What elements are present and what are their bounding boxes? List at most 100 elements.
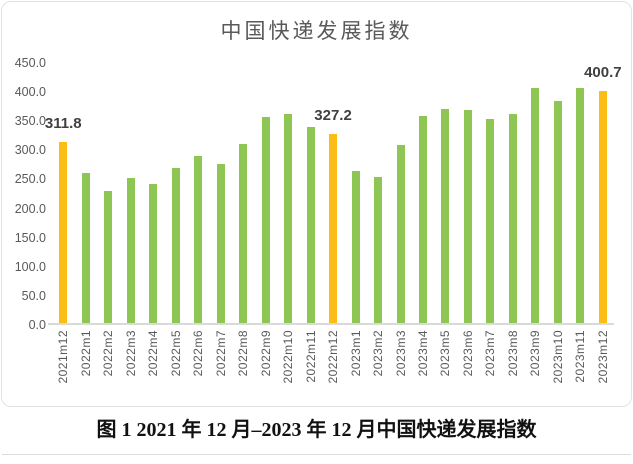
x-tick-cell: 2022m10 [277,330,299,400]
x-tick-cell: 2022m4 [142,330,164,400]
x-tick-label: 2022m12 [326,330,341,384]
x-axis-line [48,323,614,325]
highlighted-bar [59,142,68,324]
bar [374,176,383,324]
bar [149,183,158,324]
x-tick-cell: 2022m12 [322,330,344,400]
x-tick-label: 2022m11 [303,330,318,383]
bar-slot [457,62,479,324]
x-tick-label: 2022m2 [101,330,116,377]
chart-title: 中国快递发展指数 [220,20,413,43]
bar-slot [367,62,389,324]
highlighted-bar [598,90,607,324]
x-tick-label: 2022m4 [146,330,161,377]
bar-slot [412,62,434,324]
x-tick-label: 2022m8 [236,330,251,377]
bar [171,167,180,324]
bar [194,156,203,324]
bar-slot [389,62,411,324]
bar-slot [142,62,164,324]
x-tick-label: 2023m1 [348,330,363,377]
bar [576,88,585,324]
bar-slot [254,62,276,324]
bar-slot [524,62,546,324]
plot-area: 311.8 327.2 400.7 [45,62,622,324]
figure-caption: 图 1 2021 年 12 月–2023 年 12 月中国快递发展指数 [96,419,537,441]
y-tick-label: 150.0 [14,230,46,245]
bar [126,178,135,324]
bar [396,144,405,324]
x-tick-cell: 2022m8 [232,330,254,400]
x-tick-cell: 2023m7 [479,330,501,400]
bar [441,108,450,324]
x-tick-label: 2023m9 [528,330,543,377]
bar [508,114,517,324]
bar-slot [434,62,456,324]
bar [261,117,270,324]
bar-value-label: 400.7 [584,63,622,81]
x-tick-label: 2023m11 [573,330,588,383]
bar-slot [479,62,501,324]
x-tick-label: 2021m12 [56,330,71,384]
bar [81,173,90,324]
y-tick-label: 100.0 [14,259,46,274]
y-tick-label: 400.0 [14,85,46,100]
bar [553,101,562,324]
x-tick-label: 2022m6 [191,330,206,377]
bar-slot [502,62,524,324]
x-tick-cell: 2023m9 [524,330,546,400]
bar [284,114,293,324]
x-tick-cell: 2023m12 [592,330,614,400]
chart-card: 中国快递发展指数 450.0 400.0 350.0 300.0 250.0 200.0 1… [1,1,632,407]
bar-slot [277,62,299,324]
bar-slot: 327.2 [314,62,352,324]
content-divider-line [2,454,631,455]
x-tick-cell: 2023m11 [569,330,591,400]
x-tick-cell: 2022m2 [97,330,119,400]
bar-slot [344,62,366,324]
x-tick-label: 2023m6 [460,330,475,377]
x-tick-label: 2023m4 [415,330,430,377]
y-tick-label: 50.0 [21,288,46,303]
x-tick-cell: 2023m4 [412,330,434,400]
x-tick-cell: 2023m1 [344,330,366,400]
x-tick-label: 2023m5 [438,330,453,377]
bar [239,143,248,324]
x-tick-cell: 2022m3 [119,330,141,400]
x-tick-label: 2022m3 [123,330,138,377]
bar [418,116,427,324]
x-tick-cell: 2022m6 [187,330,209,400]
x-tick-label: 2023m2 [371,330,386,377]
y-tick-label: 250.0 [14,172,46,187]
x-tick-cell: 2023m8 [502,330,524,400]
x-tick-label: 2022m9 [258,330,273,377]
bar-slot: 400.7 [584,62,622,324]
bar-slot [209,62,231,324]
bar [486,119,495,324]
x-tick-label: 2023m10 [550,330,565,384]
x-tick-label: 2023m7 [483,330,498,377]
bar-slot [299,62,321,324]
bar [351,170,360,324]
y-tick-label: 300.0 [14,143,46,158]
x-tick-cell: 2021m12 [52,330,74,400]
y-tick-label: 200.0 [14,201,46,216]
x-tick-label: 2023m12 [595,330,610,384]
y-tick-label: 0.0 [28,318,46,332]
x-tick-cell: 2023m2 [367,330,389,400]
x-tick-label: 2023m3 [393,330,408,377]
x-tick-label: 2022m7 [213,330,228,377]
bar [216,163,225,324]
x-tick-cell: 2023m5 [434,330,456,400]
x-tick-label: 2022m10 [281,330,296,384]
bar-slot [74,62,96,324]
bar-slot: 311.8 [45,62,82,324]
x-tick-label: 2022m1 [78,330,93,377]
y-tick-label: 350.0 [14,114,46,129]
x-axis-tick-labels: 2021m12 2022m1 2022m2 2022m3 2022m4 2022m5 202… [52,330,614,400]
bar-slot [569,62,591,324]
bar-slot [187,62,209,324]
bars-group: 311.8 327.2 400.7 [45,62,622,324]
x-tick-label: 2023m8 [505,330,520,377]
bar-slot [547,62,569,324]
